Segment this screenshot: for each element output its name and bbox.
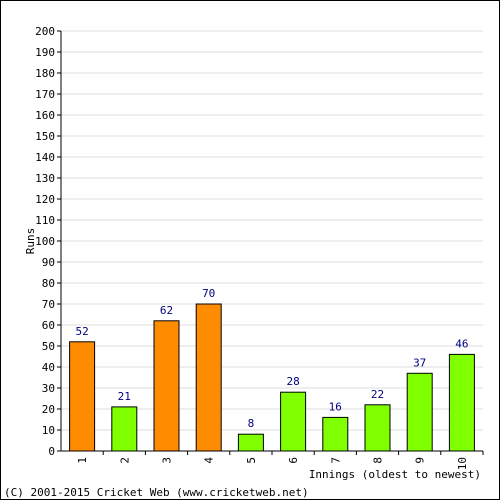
x-axis-ticks: 1 2 3 4 5 6 7 8 9 10 bbox=[76, 451, 484, 470]
bar bbox=[237, 433, 264, 452]
x-axis-label: Innings (oldest to newest) bbox=[309, 468, 481, 481]
grid-lines bbox=[61, 30, 483, 431]
bar bbox=[448, 353, 475, 452]
y-tick-label: 180 bbox=[35, 67, 55, 80]
data-label: 28 bbox=[286, 375, 299, 388]
y-tick-label: 100 bbox=[35, 235, 55, 248]
bar bbox=[364, 404, 391, 452]
data-label: 8 bbox=[248, 417, 255, 430]
y-axis-label: Runs bbox=[24, 228, 37, 255]
y-tick-label: 150 bbox=[35, 130, 55, 143]
y-tick-label: 70 bbox=[42, 298, 55, 311]
x-tick-label: 9 bbox=[414, 457, 427, 464]
bar bbox=[111, 406, 138, 452]
y-tick-label: 50 bbox=[42, 340, 55, 353]
data-labels: 52 21 62 70 8 28 16 22 37 46 bbox=[75, 287, 468, 430]
y-tick-label: 170 bbox=[35, 88, 55, 101]
y-tick-label: 200 bbox=[35, 25, 55, 38]
data-label: 70 bbox=[202, 287, 215, 300]
x-tick-label: 7 bbox=[329, 457, 342, 464]
data-label: 21 bbox=[118, 390, 131, 403]
copyright-text: (C) 2001-2015 Cricket Web (www.cricketwe… bbox=[4, 486, 309, 499]
x-tick-label: 6 bbox=[287, 457, 300, 464]
bar bbox=[406, 372, 433, 452]
x-tick-label: 8 bbox=[372, 457, 385, 464]
y-tick-label: 160 bbox=[35, 109, 55, 122]
x-tick-label: 1 bbox=[76, 457, 89, 464]
y-tick-label: 140 bbox=[35, 151, 55, 164]
x-tick-label: 2 bbox=[118, 457, 131, 464]
y-tick-label: 90 bbox=[42, 256, 55, 269]
data-label: 52 bbox=[75, 325, 88, 338]
data-label: 22 bbox=[371, 388, 384, 401]
y-tick-label: 190 bbox=[35, 46, 55, 59]
x-tick-label: 5 bbox=[245, 457, 258, 464]
x-tick-label: 3 bbox=[161, 457, 174, 464]
y-tick-label: 40 bbox=[42, 361, 55, 374]
y-tick-label: 120 bbox=[35, 193, 55, 206]
x-tick-label: 4 bbox=[203, 457, 216, 464]
bars bbox=[69, 303, 475, 452]
y-tick-label: 110 bbox=[35, 214, 55, 227]
bar bbox=[195, 303, 222, 452]
y-tick-label: 10 bbox=[42, 424, 55, 437]
y-tick-label: 30 bbox=[42, 382, 55, 395]
bar bbox=[69, 341, 96, 452]
data-label: 46 bbox=[455, 337, 468, 350]
bar bbox=[153, 320, 180, 452]
y-tick-label: 0 bbox=[48, 445, 55, 458]
x-tick-label: 10 bbox=[456, 457, 469, 470]
y-axis-ticks: 0 10 20 30 40 50 60 70 80 90 100 110 120 130 140 150 160… bbox=[35, 25, 61, 458]
data-label: 37 bbox=[413, 356, 426, 369]
data-label: 62 bbox=[160, 304, 173, 317]
y-tick-label: 60 bbox=[42, 319, 55, 332]
bar bbox=[322, 416, 349, 452]
y-tick-label: 20 bbox=[42, 403, 55, 416]
bar bbox=[280, 391, 307, 452]
data-label: 16 bbox=[329, 400, 342, 413]
y-tick-label: 130 bbox=[35, 172, 55, 185]
y-tick-label: 80 bbox=[42, 277, 55, 290]
